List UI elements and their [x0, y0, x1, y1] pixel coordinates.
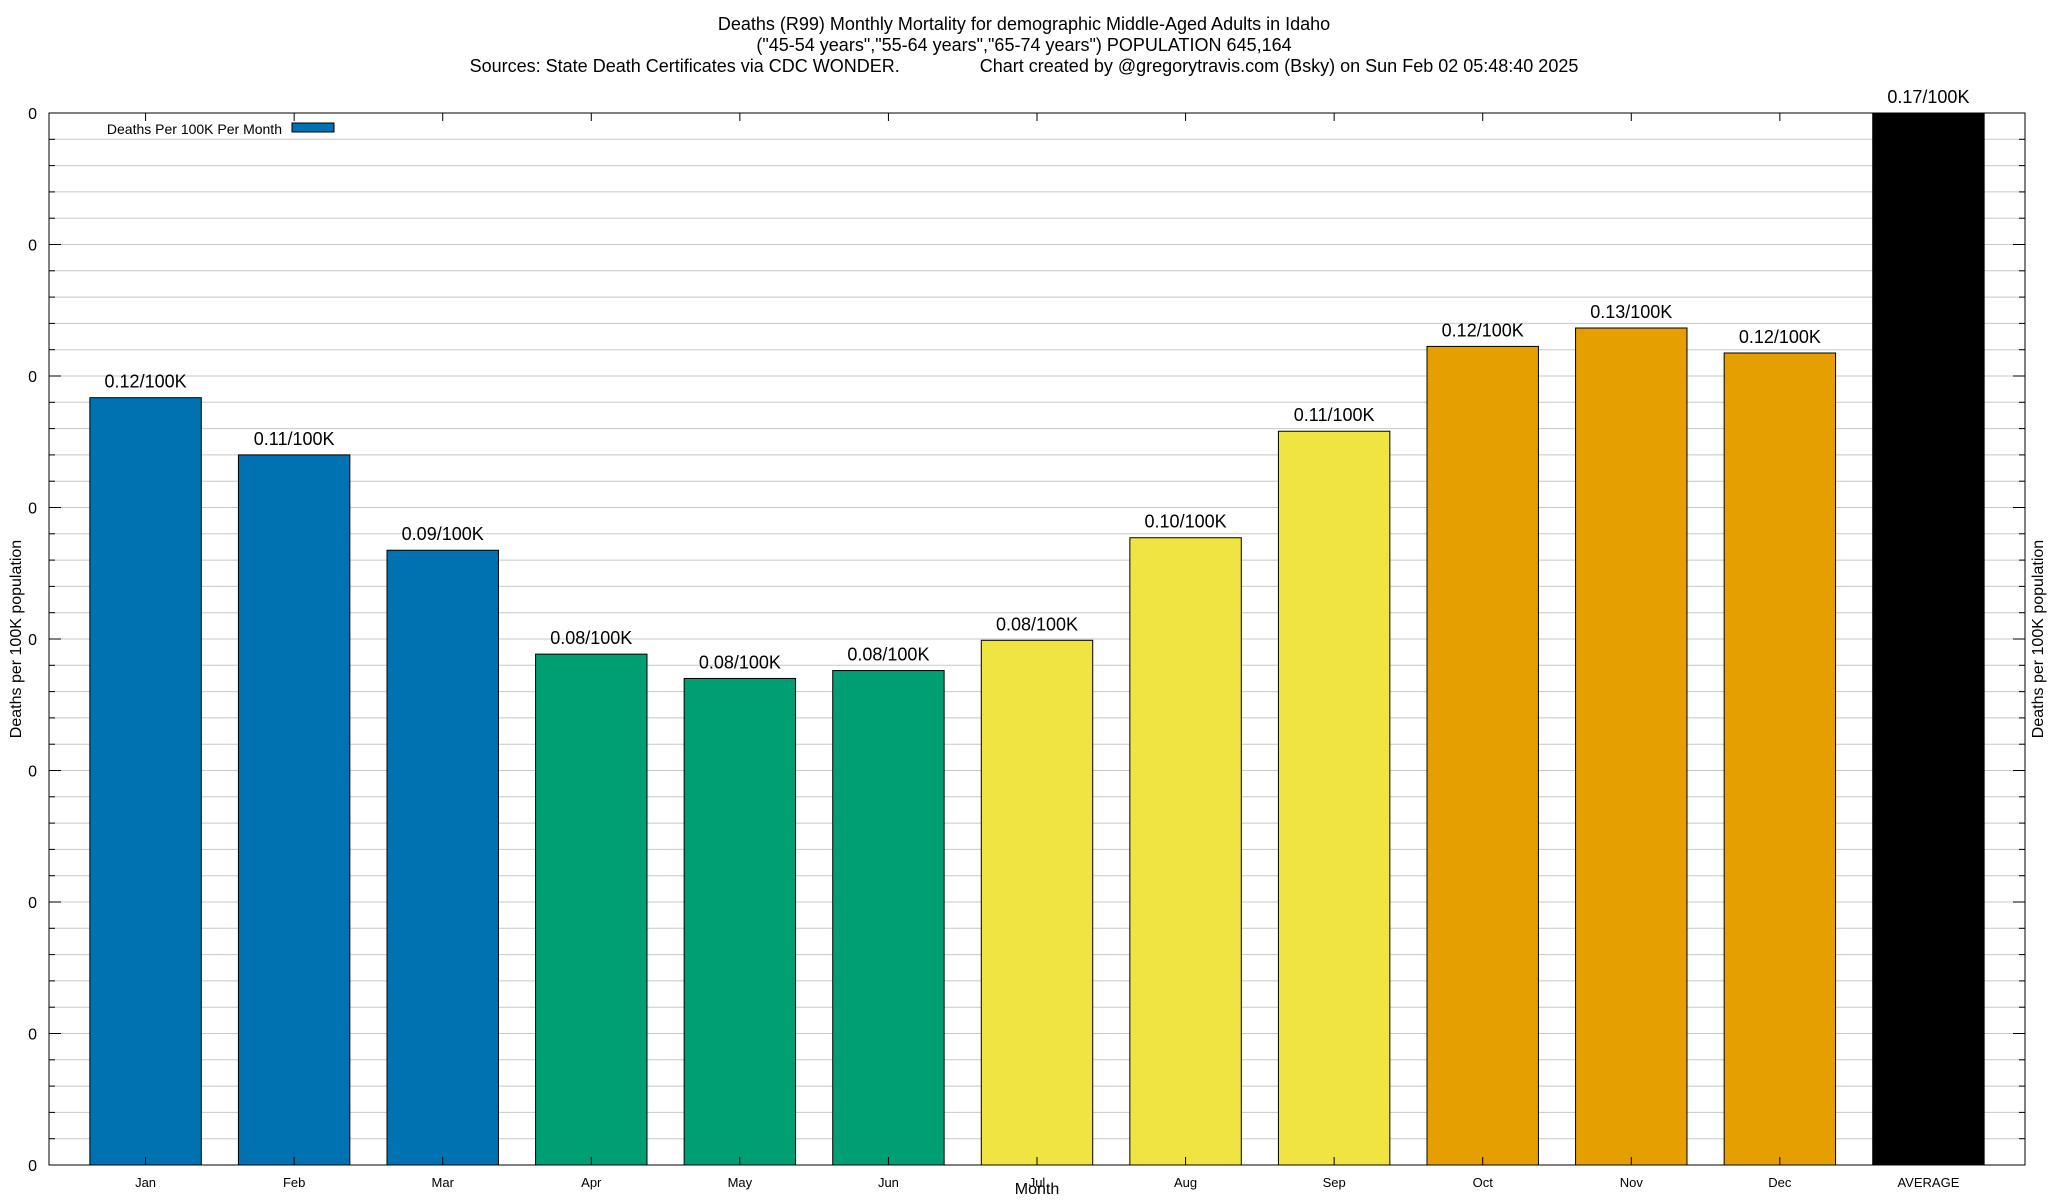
x-tick-label: Dec	[1768, 1175, 1792, 1190]
bar-value-label: 0.08/100K	[996, 614, 1078, 634]
bar-value-label: 0.08/100K	[699, 652, 781, 672]
axis-ticks: 0 0 0 0 0 0 0 0 0 Jan Feb Mar Apr May Jun Jul Aug Sep Oct N…	[28, 106, 2025, 1190]
y-tick-label: 0	[28, 106, 37, 123]
plot-frame	[48, 112, 2026, 1166]
bar-value-label: 0.12/100K	[1442, 320, 1524, 340]
bar-value-label: 0.11/100K	[1294, 405, 1375, 425]
x-tick-label: Jul	[1029, 1175, 1046, 1190]
bar-value-label: 0.11/100K	[254, 429, 335, 449]
y-tick-label: 0	[28, 501, 37, 518]
bar-mar	[386, 549, 499, 1166]
y-tick-label: 0	[28, 632, 37, 649]
bars	[89, 112, 1985, 1166]
chart-title: Deaths (R99) Monthly Mortality for demog…	[717, 14, 1331, 34]
x-tick-label: Nov	[1620, 1175, 1644, 1190]
bar-value-labels: 0.12/100K 0.11/100K 0.09/100K 0.08/100K 0.08…	[105, 87, 1970, 672]
bar-value-label: 0.12/100K	[1739, 327, 1821, 347]
x-axis-label: Month	[1015, 1181, 1059, 1198]
bar-feb	[237, 454, 351, 1166]
bar-nov	[1575, 327, 1688, 1166]
bar-may	[683, 677, 797, 1166]
x-tick-label: Apr	[581, 1175, 602, 1190]
bar-dec	[1723, 352, 1837, 1166]
bar-value-label: 0.10/100K	[1145, 512, 1227, 532]
bar-average	[1872, 112, 1985, 1166]
legend-label: Deaths Per 100K Per Month	[107, 121, 282, 137]
bar-jul	[980, 639, 1094, 1166]
bar-apr	[535, 653, 648, 1166]
x-tick-label: Mar	[432, 1175, 455, 1190]
bar-value-label: 0.08/100K	[847, 645, 929, 665]
y-tick-label: 0	[28, 1158, 37, 1175]
y-axis-label-left: Deaths per 100K population	[8, 540, 25, 738]
bar-oct	[1426, 345, 1539, 1166]
x-tick-label: Feb	[283, 1175, 305, 1190]
x-tick-label: Jun	[878, 1175, 899, 1190]
x-tick-label: Aug	[1174, 1175, 1197, 1190]
x-tick-label: Jan	[135, 1175, 156, 1190]
bar-aug	[1129, 537, 1242, 1166]
legend-swatch	[291, 122, 335, 133]
bar-value-label: 0.12/100K	[105, 372, 187, 392]
bar-jan	[89, 397, 202, 1166]
bar-jun	[832, 670, 945, 1166]
bar-value-label: 0.08/100K	[550, 628, 632, 648]
y-tick-label: 0	[28, 369, 37, 386]
x-tick-label: Sep	[1323, 1175, 1346, 1190]
y-tick-label: 0	[28, 895, 37, 912]
y-tick-label: 0	[28, 238, 37, 255]
legend: Deaths Per 100K Per Month	[107, 121, 335, 137]
bar-value-label: 0.13/100K	[1590, 302, 1672, 322]
chart-subtitle: ("45-54 years","55-64 years","65-74 year…	[756, 35, 1292, 55]
bar-value-label: 0.09/100K	[402, 524, 484, 544]
bar-sep	[1277, 430, 1391, 1166]
x-tick-label: Oct	[1473, 1175, 1494, 1190]
y-tick-label: 0	[28, 1027, 37, 1044]
x-tick-label: AVERAGE	[1897, 1175, 1959, 1190]
y-tick-label: 0	[28, 764, 37, 781]
y-axis-label-right: Deaths per 100K population	[2030, 540, 2047, 738]
chart-source-line: Sources: State Death Certificates via CD…	[469, 56, 1579, 76]
x-tick-label: May	[728, 1175, 753, 1190]
bar-value-label: 0.17/100K	[1887, 87, 1969, 107]
